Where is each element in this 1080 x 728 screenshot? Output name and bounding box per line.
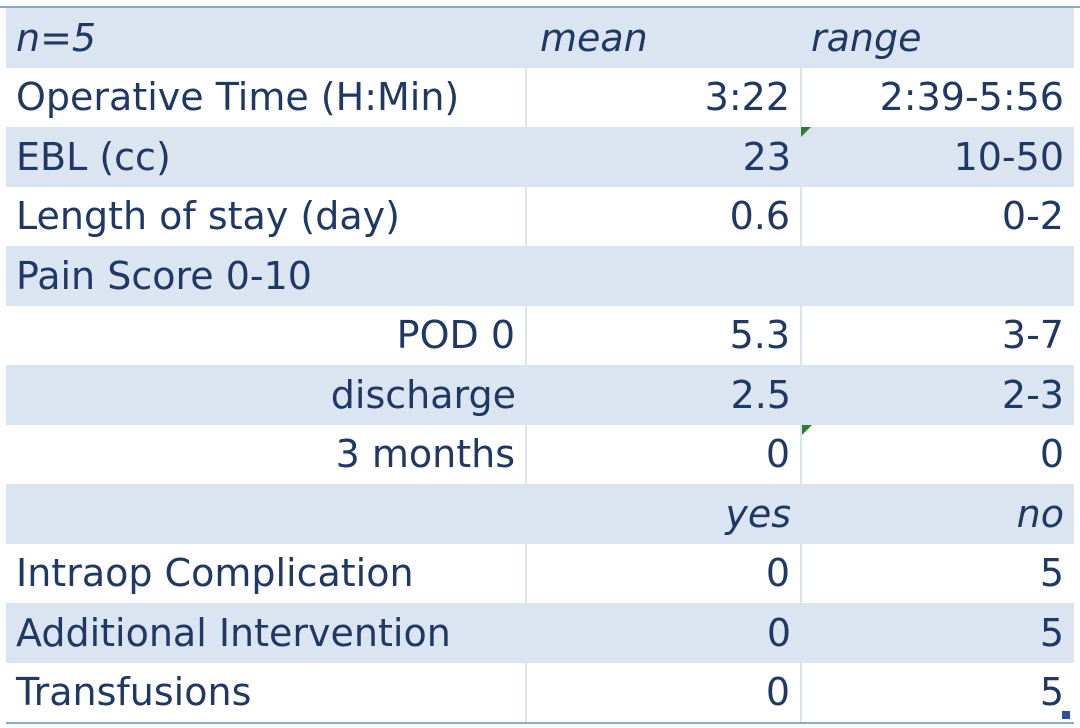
row-label[interactable]: Length of stay (day) [6, 186, 527, 246]
mean-cell[interactable]: 0 [526, 424, 802, 484]
range-cell[interactable]: 10-50 [801, 127, 1074, 187]
row-label[interactable]: Operative Time (H:Min) [6, 67, 527, 127]
range-cell[interactable]: 0 [801, 424, 1074, 484]
row-label[interactable]: 3 months [6, 424, 527, 484]
table-row: Pain Score 0-10 [6, 246, 1074, 306]
subheader-yes[interactable]: yes [526, 484, 801, 544]
range-cell[interactable]: 3-7 [801, 305, 1074, 365]
range-cell[interactable]: 2:39-5:56 [801, 67, 1074, 127]
row-label[interactable]: Additional Intervention [6, 603, 526, 663]
header-row: n=5 mean range [6, 8, 1074, 68]
resize-handle-icon[interactable] [1062, 711, 1070, 719]
row-label[interactable]: discharge [6, 365, 526, 425]
no-cell[interactable]: 5 [801, 543, 1074, 603]
top-border [0, 0, 1080, 8]
table-row: Transfusions 0 5 [6, 662, 1074, 722]
no-cell[interactable]: 5 [801, 662, 1074, 722]
subheader-row: yes no [6, 484, 1074, 544]
range-cell[interactable]: 2-3 [801, 365, 1074, 425]
subheader-empty[interactable] [6, 484, 526, 544]
mean-cell[interactable] [526, 246, 801, 306]
results-table: n=5 mean range Operative Time (H:Min) 3:… [6, 8, 1074, 722]
table-row: Operative Time (H:Min) 3:22 2:39-5:56 [6, 67, 1074, 127]
row-label[interactable]: Transfusions [6, 662, 527, 722]
table-row: Intraop Complication 0 5 [6, 543, 1074, 603]
table-row: discharge 2.5 2-3 [6, 365, 1074, 425]
bottom-border [6, 722, 1074, 724]
mean-cell[interactable]: 0.6 [526, 186, 802, 246]
table-row: POD 0 5.3 3-7 [6, 305, 1074, 365]
table-row: 3 months 0 0 [6, 424, 1074, 484]
table-row: EBL (cc) 23 10-50 [6, 127, 1074, 187]
comment-indicator-icon [802, 424, 812, 435]
results-table-container: n=5 mean range Operative Time (H:Min) 3:… [6, 8, 1074, 722]
comment-indicator-icon [801, 127, 811, 137]
range-cell[interactable] [801, 246, 1074, 306]
mean-cell[interactable]: 5.3 [526, 305, 802, 365]
table-row: Additional Intervention 0 5 [6, 603, 1074, 663]
table-row: Length of stay (day) 0.6 0-2 [6, 186, 1074, 246]
yes-cell[interactable]: 0 [526, 603, 801, 663]
header-mean[interactable]: mean [526, 8, 801, 68]
header-n[interactable]: n=5 [6, 8, 526, 68]
yes-cell[interactable]: 0 [526, 543, 802, 603]
no-cell[interactable]: 5 [801, 603, 1074, 663]
row-label[interactable]: Intraop Complication [6, 543, 527, 603]
mean-cell[interactable]: 2.5 [526, 365, 801, 425]
row-label[interactable]: EBL (cc) [6, 127, 526, 187]
mean-cell[interactable]: 3:22 [526, 67, 802, 127]
mean-cell[interactable]: 23 [526, 127, 801, 187]
yes-cell[interactable]: 0 [526, 662, 802, 722]
header-range[interactable]: range [801, 8, 1074, 68]
row-label[interactable]: POD 0 [6, 305, 527, 365]
row-label[interactable]: Pain Score 0-10 [6, 246, 526, 306]
range-cell[interactable]: 0-2 [801, 186, 1074, 246]
subheader-no[interactable]: no [801, 484, 1074, 544]
